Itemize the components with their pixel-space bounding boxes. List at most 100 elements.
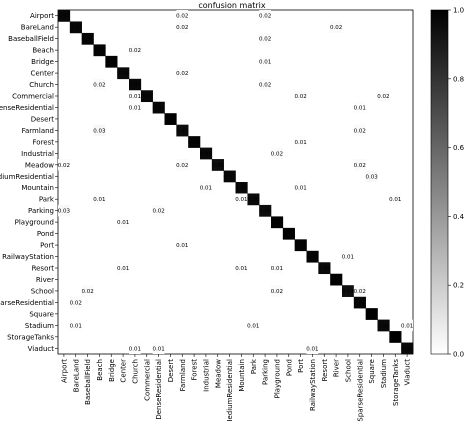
cell-Center-Center (117, 67, 130, 80)
cell-Meadow-Airport (58, 159, 70, 171)
cell-value-Park-Park: 0.96 (247, 197, 260, 203)
cell-Port-Port (294, 239, 307, 252)
cell-value-Commercial-Stadium: 0.02 (377, 94, 389, 100)
cell-BareLand-Farmland (176, 21, 189, 33)
cell-value-Beach-Beach: 0.98 (93, 48, 106, 54)
cell-Viaduct-Church (129, 342, 141, 354)
cell-value-SparseResidential-SparseResidential: 0.98 (354, 300, 367, 306)
cell-River-River (330, 273, 343, 286)
cell-Airport-Farmland (176, 10, 189, 22)
x-tick-label-Port: Port (297, 359, 305, 373)
colorbar-tick-label-0.6: 0.6 (453, 144, 465, 152)
colorbar-ticks: 0.0 0.2 0.4 0.6 0.8 1.0 (448, 7, 465, 359)
y-tick-label-Stadium: Stadium (25, 322, 54, 330)
x-tick-label-BareLand: BareLand (72, 359, 80, 392)
cell-Parking-DenseResidential (152, 204, 165, 217)
cell-DenseResidential-SparseResidential (353, 101, 366, 114)
cell-Meadow-Farmland (176, 159, 189, 171)
colorbar-tick-label-0.4: 0.4 (453, 213, 465, 221)
cell-School-School (342, 285, 355, 297)
cell-value-Parking-Airport: 0.03 (58, 209, 71, 215)
cell-value-Viaduct-Viaduct: 0.96 (401, 346, 414, 352)
x-tick-label-Industrial: Industrial (202, 359, 210, 392)
cell-RailwayStation-RailwayStation (306, 250, 319, 263)
x-tick-label-Square: Square (368, 359, 376, 384)
cell-value-SparseResidential-BareLand: 0.02 (70, 300, 82, 306)
cell-value-Bridge-Parking: 0.01 (259, 60, 271, 66)
cell-Center-Farmland (176, 67, 189, 79)
cell-School-SparseResidential (353, 285, 366, 297)
y-tick-label-Playground: Playground (15, 219, 54, 227)
y-tick-label-Port: Port (40, 242, 54, 250)
cell-Playground-Center (117, 216, 129, 228)
x-tick-label-Playground: Playground (273, 359, 281, 398)
y-tick-label-MediumResidential: MediumResidential (0, 173, 54, 181)
cell-Commercial-Commercial (140, 90, 153, 103)
cell-value-Church-Beach: 0.02 (93, 83, 105, 89)
y-tick-label-Bridge: Bridge (31, 58, 54, 66)
cell-Mountain-Port (294, 182, 307, 194)
cell-Commercial-Port (294, 90, 307, 102)
cell-value-Farmland-SparseResidential: 0.02 (354, 128, 366, 134)
cell-value-Park-Beach: 0.01 (93, 197, 105, 203)
heatmap-cell-labels: 0.97 0.97 0.98 0.98 0.99 0.96 0.97 0.97 0.97 1.00… (58, 14, 414, 353)
cell-Pond-Pond (282, 227, 295, 240)
x-tick-label-SparseResidential: SparseResidential (356, 359, 364, 421)
cell-Church-Church (129, 78, 142, 91)
cell-value-Airport-Farmland: 0.02 (176, 14, 188, 20)
x-tick-label-Mountain: Mountain (238, 359, 246, 392)
x-tick-label-Center: Center (120, 359, 128, 383)
cell-value-Viaduct-RailwayStation: 0.01 (306, 346, 318, 352)
cell-School-Playground (271, 285, 283, 297)
cell-DenseResidential-DenseResidential (152, 101, 165, 114)
x-tick-labels: Airport BareLand BaseballField Beach Bridge C… (60, 354, 412, 421)
cell-Playground-Playground (271, 216, 284, 229)
x-tick-label-River: River (333, 359, 341, 377)
y-tick-label-Desert: Desert (31, 115, 55, 123)
cell-value-Airport-Parking: 0.02 (259, 14, 271, 20)
x-tick-label-Church: Church (131, 359, 139, 384)
cell-Resort-Mountain (235, 262, 248, 274)
y-tick-label-Park: Park (39, 196, 55, 204)
cell-value-Viaduct-Church: 0.01 (129, 346, 141, 352)
cell-Stadium-Stadium (377, 319, 390, 332)
cell-value-BaseballField-BaseballField: 0.98 (81, 37, 94, 43)
plot-frame (57, 9, 414, 355)
cell-value-Resort-Mountain: 0.01 (235, 266, 247, 272)
cell-BaseballField-Parking (259, 32, 271, 45)
cell-value-Desert-Desert: 1.00 (164, 117, 177, 123)
cell-value-River-River: 1.00 (330, 277, 343, 283)
cell-value-Center-Center: 0.96 (117, 71, 130, 77)
cell-Industrial-Playground (271, 147, 283, 160)
cell-DenseResidential-Church (129, 101, 141, 114)
cell-Port-Farmland (176, 239, 189, 251)
x-tick-label-School: School (344, 359, 352, 382)
cell-Commercial-Church (129, 90, 141, 102)
cell-Mountain-Industrial (200, 182, 212, 194)
y-tick-label-School: School (31, 287, 54, 295)
colorbar-tick-label-0.8: 0.8 (453, 75, 464, 83)
x-tick-label-DenseResidential: DenseResidential (155, 359, 163, 420)
cell-Beach-Church (129, 44, 141, 56)
colorbar-tick-label-0.0: 0.0 (453, 351, 464, 359)
cell-value-School-SparseResidential: 0.02 (354, 289, 366, 295)
cell-value-Beach-Church: 0.02 (129, 48, 141, 54)
cell-BaseballField-BaseballField (81, 32, 94, 45)
y-tick-label-Mountain: Mountain (21, 184, 54, 192)
cell-SparseResidential-BareLand (69, 296, 82, 309)
heatmap-cells (58, 10, 414, 355)
y-tick-label-Church: Church (29, 81, 54, 89)
cell-Meadow-SparseResidential (353, 159, 366, 171)
cell-value-Industrial-Industrial: 0.96 (200, 151, 213, 157)
cell-Resort-Playground (271, 262, 283, 274)
y-tick-label-Farmland: Farmland (22, 127, 54, 135)
colorbar (430, 9, 449, 355)
cell-value-Park-StorageTanks: 0.01 (389, 197, 401, 203)
cell-value-RailwayStation-School: 0.01 (342, 255, 354, 261)
cell-value-Park-Mountain: 0.01 (235, 197, 247, 203)
y-tick-label-Square: Square (29, 310, 54, 318)
cell-value-BareLand-BareLand: 0.97 (70, 25, 83, 31)
x-tick-label-Pond: Pond (285, 359, 293, 376)
cell-value-Industrial-Playground: 0.02 (271, 151, 283, 157)
y-tick-label-Parking: Parking (28, 207, 54, 215)
